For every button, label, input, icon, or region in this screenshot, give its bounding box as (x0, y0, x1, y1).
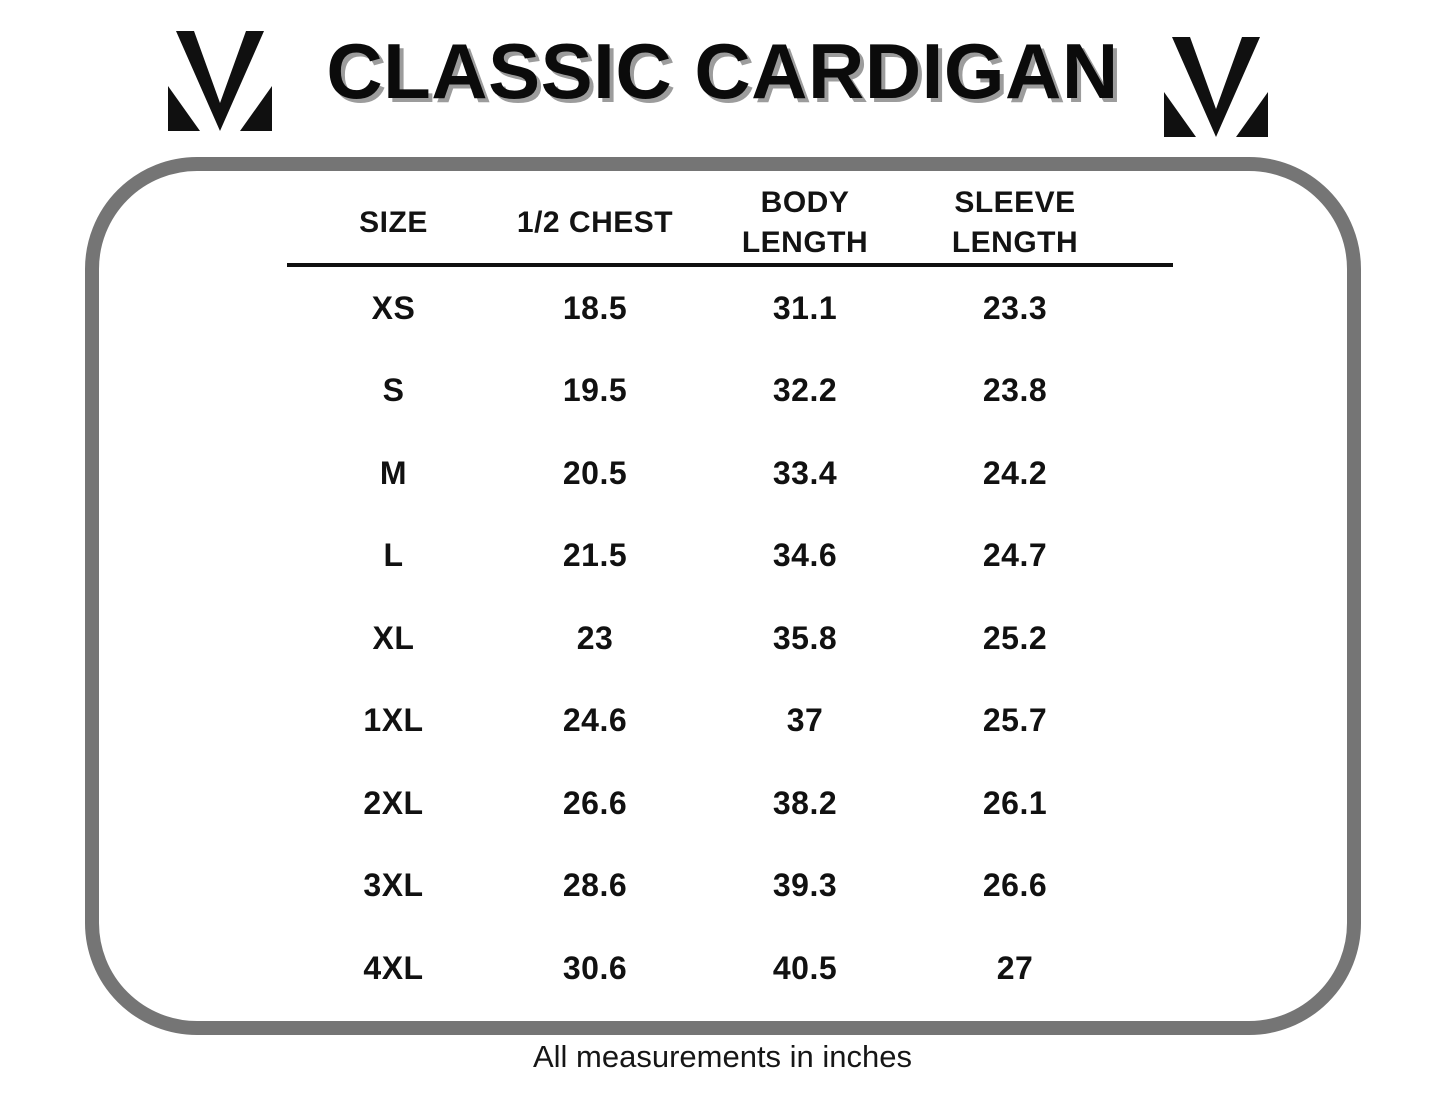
header-divider-line (287, 263, 1173, 267)
table-row: 4XL 30.6 40.5 27 (287, 927, 1110, 1010)
brand-logo-left (167, 31, 273, 131)
table-row: 3XL 28.6 39.3 26.6 (287, 845, 1110, 928)
measurement-cell: 19.5 (562, 372, 628, 409)
measurement-cell: 24.2 (982, 454, 1048, 491)
table-row: 2XL 26.6 38.2 26.1 (287, 762, 1110, 845)
measurement-cell: 32.2 (772, 372, 838, 409)
measurement-cell: 23.3 (982, 289, 1048, 326)
page-title: CLASSIC CARDIGAN (326, 27, 1119, 115)
measurement-cell: 26.1 (982, 784, 1048, 821)
size-cell: 1XL (363, 702, 424, 739)
measurement-cell: 25.7 (982, 702, 1048, 739)
measurement-cell: 34.6 (772, 537, 838, 574)
size-cell: 3XL (363, 867, 424, 904)
measurement-cell: 27 (996, 949, 1034, 986)
measurement-cell: 31.1 (772, 289, 838, 326)
table-row: M 20.5 33.4 24.2 (287, 432, 1110, 515)
measurement-cell: 40.5 (772, 949, 838, 986)
measurement-cell: 25.2 (982, 619, 1048, 656)
size-chart-box (85, 157, 1361, 1035)
m-monogram-icon (1164, 37, 1268, 137)
table-row: XL 23 35.8 25.2 (287, 597, 1110, 680)
table-body: XS 18.5 31.1 23.3 S 19.5 32.2 23.8 M 20.5 33.4 24.2… (287, 267, 1110, 1010)
table-row: 1XL 24.6 37 25.7 (287, 680, 1110, 763)
measurement-cell: 23 (576, 619, 614, 656)
column-header-size: SIZE (359, 206, 428, 239)
size-cell: XS (371, 289, 416, 326)
size-cell: 4XL (363, 949, 424, 986)
table-row: L 21.5 34.6 24.7 (287, 515, 1110, 598)
measurement-cell: 35.8 (772, 619, 838, 656)
measurement-cell: 28.6 (562, 867, 628, 904)
measurement-cell: 21.5 (562, 537, 628, 574)
size-cell: S (382, 372, 405, 409)
size-cell: M (379, 454, 408, 491)
measurement-cell: 33.4 (772, 454, 838, 491)
measurement-cell: 26.6 (562, 784, 628, 821)
brand-logo-right (1163, 37, 1269, 137)
column-header-body-length: BODY LENGTH (741, 186, 869, 259)
measurement-cell: 39.3 (772, 867, 838, 904)
table-row: S 19.5 32.2 23.8 (287, 350, 1110, 433)
table-header-row: SIZE 1/2 CHEST BODY LENGTH SLEEVE LENGTH (287, 181, 1110, 265)
measurement-cell: 37 (786, 702, 824, 739)
measurement-cell: 18.5 (562, 289, 628, 326)
measurement-cell: 23.8 (982, 372, 1048, 409)
measurement-cell: 24.6 (562, 702, 628, 739)
measurement-cell: 26.6 (982, 867, 1048, 904)
size-cell: 2XL (363, 784, 424, 821)
measurement-cell: 30.6 (562, 949, 628, 986)
m-monogram-icon (168, 31, 272, 131)
column-header-half-chest: 1/2 CHEST (516, 206, 674, 239)
size-cell: XL (372, 619, 415, 656)
column-header-sleeve-length: SLEEVE LENGTH (951, 186, 1079, 259)
measurement-cell: 20.5 (562, 454, 628, 491)
measurement-cell: 38.2 (772, 784, 838, 821)
table-row: XS 18.5 31.1 23.3 (287, 267, 1110, 350)
size-cell: L (383, 537, 404, 574)
measurement-cell: 24.7 (982, 537, 1048, 574)
measurement-units-note: All measurements in inches (532, 1039, 913, 1074)
